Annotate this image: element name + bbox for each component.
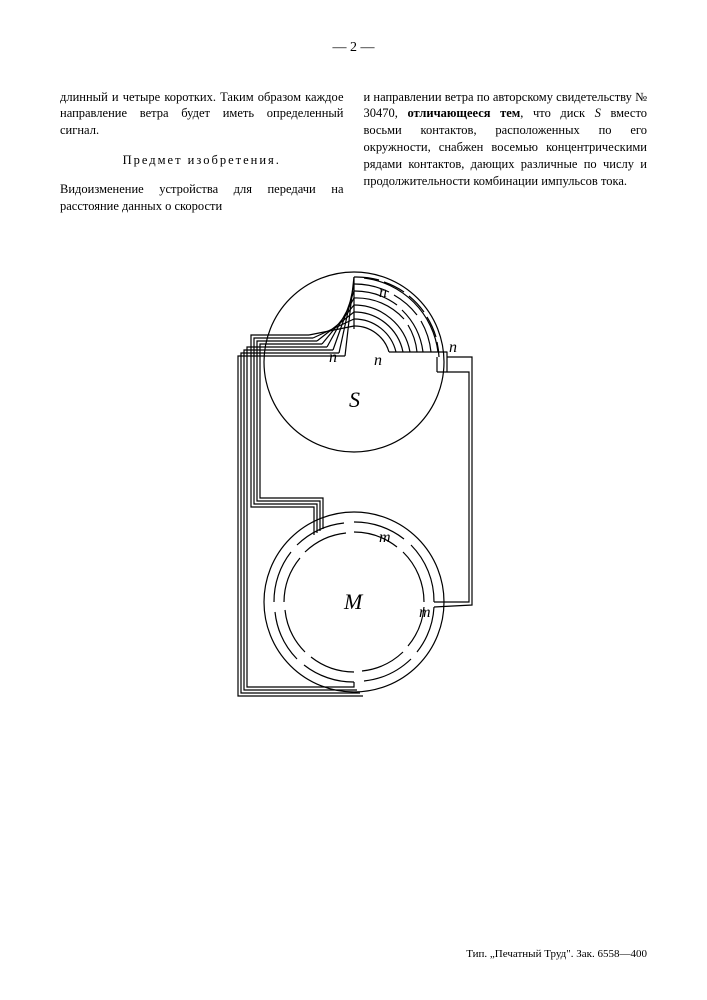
text-columns: длинный и четыре коротких. Таким образом… <box>60 76 647 227</box>
page: — 2 — длинный и четыре коротких. Таким о… <box>0 0 707 1000</box>
col2-para1: и направлении ветра по авторскому свидет… <box>364 89 648 190</box>
label-m-top: m <box>379 529 391 546</box>
disk-s-leads <box>264 277 354 356</box>
page-number: — 2 — <box>60 40 647 56</box>
label-m-right: m <box>419 604 431 621</box>
disk-s-contact-rows <box>354 277 441 357</box>
col2-text-b: отличающееся тем <box>407 106 520 120</box>
label-m-disk: M <box>343 589 364 614</box>
column-left: длинный и четыре коротких. Таким образом… <box>60 76 344 227</box>
diagram-svg: n n n n S m m M <box>179 257 529 717</box>
label-n-mid: n <box>374 352 382 369</box>
footer-imprint: Тип. „Печатный Труд". Зак. 6558—400 <box>466 948 647 960</box>
column-right: и направлении ветра по авторскому свидет… <box>364 76 648 227</box>
label-n-top: n <box>379 284 387 301</box>
label-s: S <box>349 387 360 412</box>
col2-text-c: , что диск <box>520 106 594 120</box>
subject-heading: Предмет изобретения. <box>60 152 344 169</box>
col1-para1: длинный и четыре коротких. Таким образом… <box>60 89 344 140</box>
label-n-left: n <box>329 349 337 366</box>
col1-para2: Видоизменение устройства для передачи на… <box>60 181 344 215</box>
label-n-right: n <box>449 339 457 356</box>
figure: n n n n S m m M <box>60 257 647 717</box>
